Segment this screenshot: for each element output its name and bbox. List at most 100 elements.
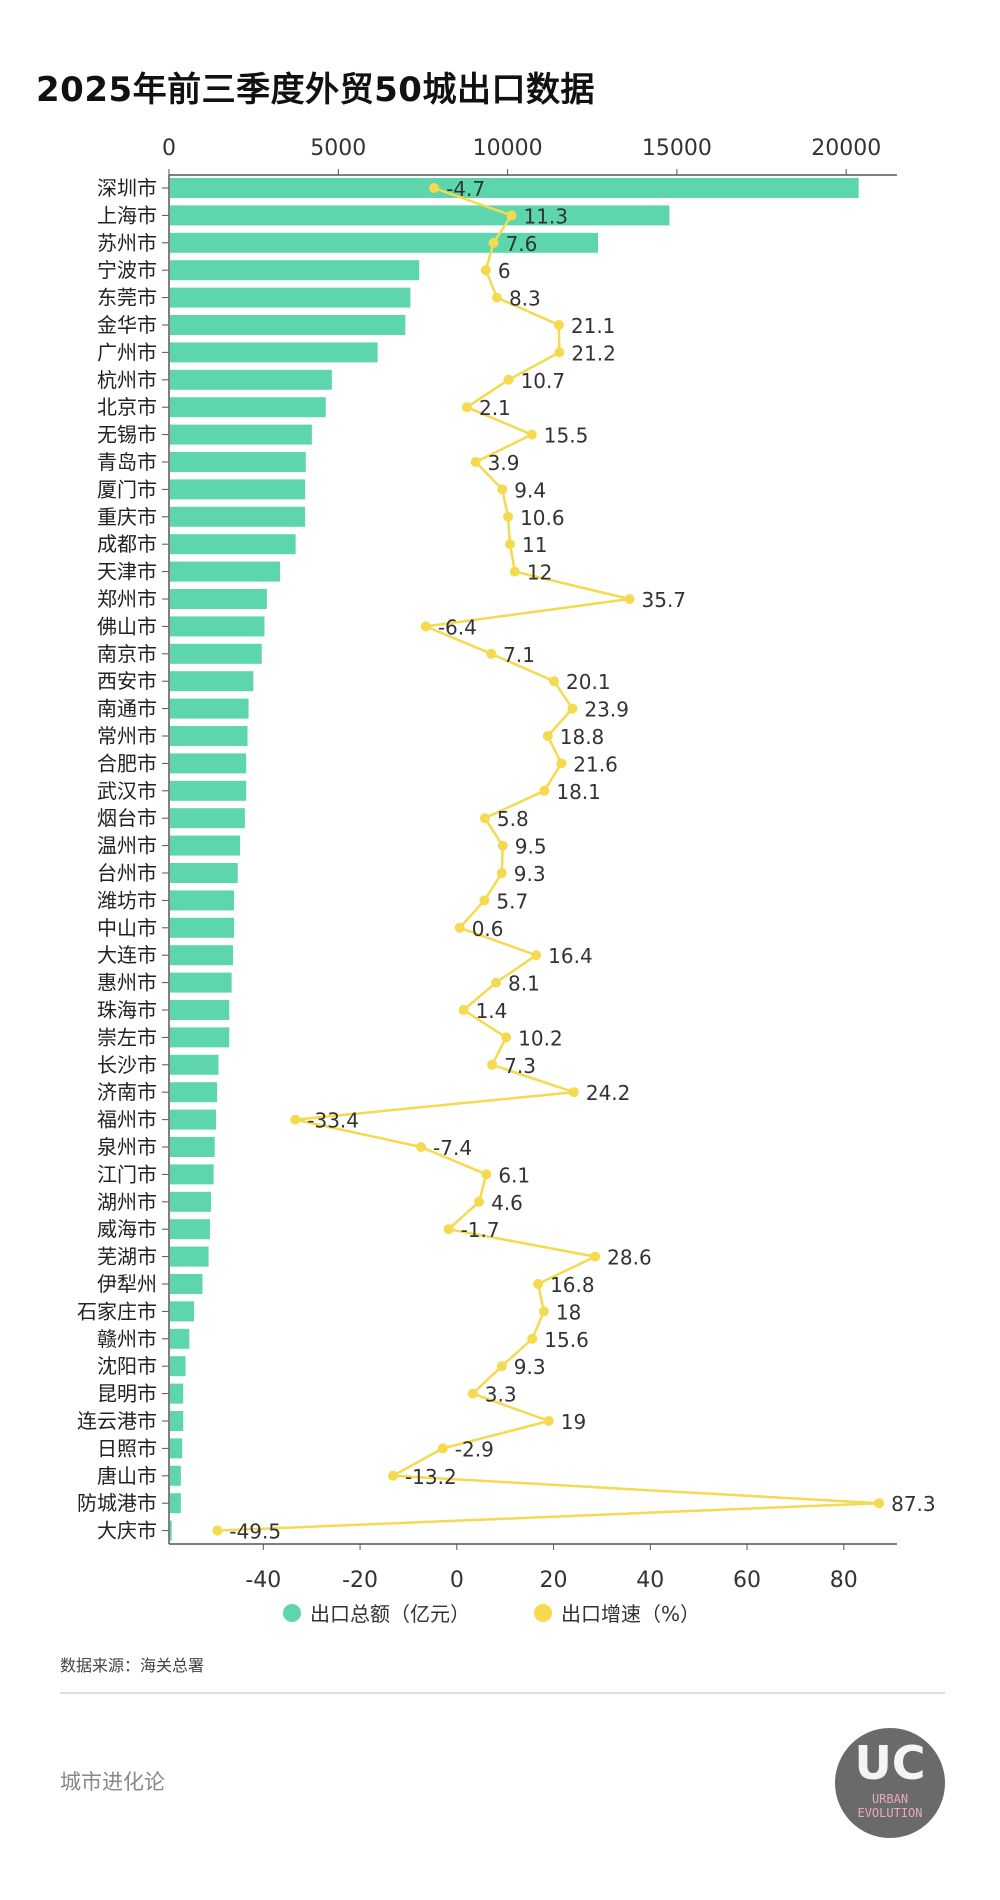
growth-point bbox=[549, 676, 560, 687]
growth-label: 35.7 bbox=[642, 588, 687, 612]
export-bar bbox=[170, 561, 281, 582]
export-bar bbox=[170, 1027, 230, 1048]
growth-point bbox=[467, 1388, 478, 1399]
legend-label-export: 出口总额（亿元） bbox=[310, 1602, 470, 1626]
category-label: 唐山市 bbox=[97, 1464, 157, 1488]
category-label: 东莞市 bbox=[97, 286, 157, 310]
growth-label: 7.3 bbox=[504, 1054, 536, 1078]
export-bar bbox=[170, 1000, 230, 1020]
export-bar bbox=[170, 945, 233, 966]
growth-point bbox=[416, 1142, 427, 1152]
category-label: 广州市 bbox=[97, 340, 157, 364]
growth-point bbox=[542, 731, 553, 741]
category-label: 烟台市 bbox=[97, 806, 157, 830]
export-bar bbox=[170, 589, 267, 609]
category-label: 沈阳市 bbox=[97, 1354, 157, 1378]
logo-subtitle-line1: URBAN bbox=[871, 1792, 909, 1806]
export-bar bbox=[170, 506, 306, 527]
growth-label: 9.4 bbox=[514, 478, 546, 502]
growth-label: 9.3 bbox=[514, 1355, 546, 1379]
export-bar bbox=[170, 1137, 215, 1157]
bottom-tick-label: 60 bbox=[733, 1568, 761, 1593]
growth-point bbox=[505, 539, 516, 550]
category-label: 福州市 bbox=[97, 1108, 157, 1132]
category-label: 潍坊市 bbox=[97, 888, 157, 912]
growth-point bbox=[488, 237, 499, 248]
export-bar bbox=[170, 1274, 203, 1294]
growth-point bbox=[454, 922, 465, 933]
growth-point bbox=[501, 1032, 512, 1043]
export-bar bbox=[170, 1246, 209, 1267]
growth-point bbox=[491, 292, 502, 303]
growth-label: 16.4 bbox=[548, 944, 593, 968]
export-bar bbox=[170, 1356, 186, 1377]
bottom-tick-label: 80 bbox=[830, 1568, 858, 1593]
export-bar bbox=[170, 205, 670, 226]
growth-label: 20.1 bbox=[566, 670, 611, 694]
export-bar bbox=[170, 1191, 211, 1212]
growth-point bbox=[874, 1498, 885, 1509]
growth-label: 8.1 bbox=[508, 972, 540, 996]
growth-label: 2.1 bbox=[479, 396, 511, 420]
category-label: 合肥市 bbox=[97, 751, 157, 775]
export-bar bbox=[170, 1328, 190, 1349]
brand-logo: UC URBAN EVOLUTION bbox=[835, 1728, 945, 1838]
export-bar bbox=[170, 808, 245, 829]
growth-point bbox=[480, 265, 491, 276]
growth-label: 16.8 bbox=[550, 1273, 595, 1297]
bottom-tick-label: 40 bbox=[636, 1568, 664, 1593]
category-label: 连云港市 bbox=[77, 1409, 157, 1433]
category-label: 深圳市 bbox=[97, 176, 157, 200]
growth-label: 21.1 bbox=[571, 314, 616, 338]
top-tick-label: 5000 bbox=[310, 136, 366, 161]
export-bar bbox=[170, 890, 234, 911]
growth-label: 21.6 bbox=[573, 752, 618, 776]
growth-label: 7.6 bbox=[506, 232, 538, 256]
export-bar bbox=[170, 972, 232, 993]
export-bar bbox=[170, 1438, 183, 1459]
export-bar bbox=[170, 1301, 195, 1322]
export-bar bbox=[170, 260, 420, 281]
export-bar bbox=[170, 780, 247, 801]
export-bar bbox=[170, 315, 406, 335]
growth-label: 87.3 bbox=[891, 1492, 936, 1516]
category-label: 石家庄市 bbox=[77, 1299, 157, 1323]
growth-label: 18.8 bbox=[560, 725, 605, 749]
legend-swatch-export bbox=[283, 1604, 301, 1622]
growth-label: 5.7 bbox=[496, 889, 528, 913]
growth-label: 15.6 bbox=[544, 1328, 589, 1352]
growth-label: 1.4 bbox=[476, 999, 508, 1023]
growth-point bbox=[624, 594, 635, 604]
growth-point bbox=[553, 320, 564, 330]
growth-point bbox=[531, 950, 542, 961]
growth-label: 18 bbox=[556, 1300, 581, 1324]
category-label: 济南市 bbox=[97, 1080, 157, 1104]
growth-point bbox=[437, 1443, 448, 1454]
category-label: 重庆市 bbox=[97, 505, 157, 529]
growth-point bbox=[496, 1361, 507, 1372]
growth-point bbox=[420, 621, 431, 632]
growth-label: 12 bbox=[527, 561, 552, 585]
growth-point bbox=[568, 1087, 579, 1098]
growth-label: 8.3 bbox=[509, 287, 541, 311]
growth-point bbox=[567, 703, 578, 714]
category-label: 南京市 bbox=[97, 642, 157, 666]
bottom-tick-label: -40 bbox=[245, 1568, 281, 1593]
bottom-tick-label: 0 bbox=[450, 1568, 464, 1593]
category-label: 昆明市 bbox=[97, 1382, 157, 1406]
category-label: 防城港市 bbox=[77, 1491, 157, 1515]
category-label: 杭州市 bbox=[97, 368, 157, 392]
export-bar bbox=[170, 342, 378, 363]
category-label: 江门市 bbox=[97, 1162, 157, 1186]
category-label: 天津市 bbox=[97, 560, 157, 584]
category-label: 威海市 bbox=[97, 1217, 157, 1241]
growth-label: 7.1 bbox=[503, 643, 535, 667]
growth-point bbox=[497, 484, 508, 495]
growth-label: 9.3 bbox=[514, 862, 546, 886]
bottom-tick-label: -20 bbox=[342, 1568, 378, 1593]
export-bar bbox=[170, 616, 265, 637]
growth-label: 5.8 bbox=[497, 807, 529, 831]
growth-label: 24.2 bbox=[586, 1081, 631, 1105]
category-label: 佛山市 bbox=[97, 614, 157, 638]
export-bar bbox=[170, 671, 254, 692]
